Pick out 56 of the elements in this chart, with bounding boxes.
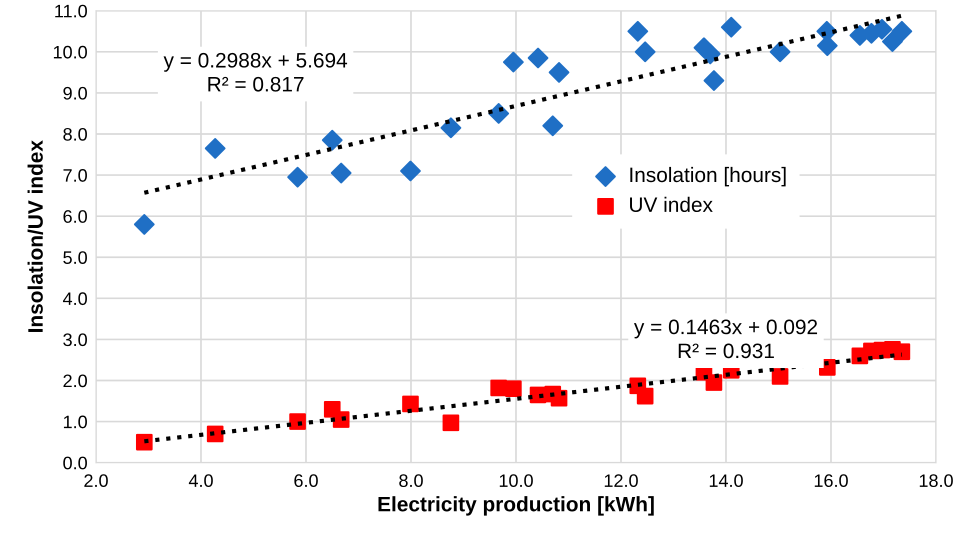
point bbox=[548, 62, 570, 83]
x-tick-label: 10.0 bbox=[500, 474, 533, 488]
legend-label: UV index bbox=[630, 196, 713, 212]
point bbox=[442, 414, 460, 432]
point bbox=[440, 117, 462, 138]
point bbox=[505, 380, 522, 398]
point bbox=[542, 115, 564, 136]
y-tick-label: 4.0 bbox=[62, 292, 87, 306]
point bbox=[134, 214, 155, 235]
annotation: y = 0.1463x + 0.092 R² = 0.931 bbox=[634, 320, 818, 358]
point bbox=[894, 343, 910, 360]
x-tick-label: 14.0 bbox=[710, 474, 743, 488]
x-tick-label: 8.0 bbox=[399, 474, 423, 488]
point bbox=[528, 48, 548, 68]
x-axis-title: Electricity production [kWh] bbox=[378, 496, 654, 516]
point bbox=[289, 413, 306, 430]
y-tick-label: 0.0 bbox=[63, 456, 87, 470]
annotation: y = 0.2988x + 5.694 R² = 0.817 bbox=[164, 52, 348, 92]
x-tick-label: 4.0 bbox=[188, 474, 213, 488]
point bbox=[720, 16, 742, 38]
point bbox=[700, 44, 721, 64]
y-tick-label: 10.0 bbox=[54, 46, 87, 59]
point bbox=[627, 20, 648, 42]
x-tick-label: 2.0 bbox=[84, 474, 108, 488]
point bbox=[503, 52, 524, 72]
y-tick-label: 7.0 bbox=[63, 169, 87, 182]
x-tick-label: 12.0 bbox=[604, 474, 638, 488]
y-axis-title: Insolation/UV index bbox=[28, 140, 44, 332]
x-tick-label: 16.0 bbox=[814, 474, 848, 488]
y-tick-label: 5.0 bbox=[63, 251, 87, 264]
point bbox=[770, 41, 790, 62]
legend-label: Insolation [hours] bbox=[630, 166, 786, 186]
point bbox=[706, 374, 722, 391]
point bbox=[636, 388, 654, 404]
y-tick-label: 9.0 bbox=[63, 86, 87, 100]
y-tick-label: 1.0 bbox=[64, 416, 87, 428]
y-tick-label: 2.0 bbox=[63, 374, 87, 388]
point bbox=[402, 396, 419, 412]
point bbox=[634, 41, 656, 62]
point bbox=[322, 130, 343, 151]
y-tick-label: 8.0 bbox=[63, 128, 87, 141]
point bbox=[704, 70, 724, 91]
point bbox=[400, 160, 421, 182]
point bbox=[330, 162, 352, 184]
point bbox=[136, 434, 153, 450]
point bbox=[772, 368, 788, 385]
x-tick-label: 18.0 bbox=[920, 474, 953, 488]
point bbox=[204, 138, 226, 159]
x-tick-label: 6.0 bbox=[294, 474, 318, 488]
point bbox=[882, 31, 903, 52]
y-tick-label: 11.0 bbox=[55, 4, 87, 18]
y-tick-label: 3.0 bbox=[63, 333, 87, 346]
point bbox=[287, 166, 308, 188]
y-tick-label: 6.0 bbox=[63, 210, 87, 223]
point bbox=[332, 411, 350, 428]
point bbox=[892, 20, 912, 42]
